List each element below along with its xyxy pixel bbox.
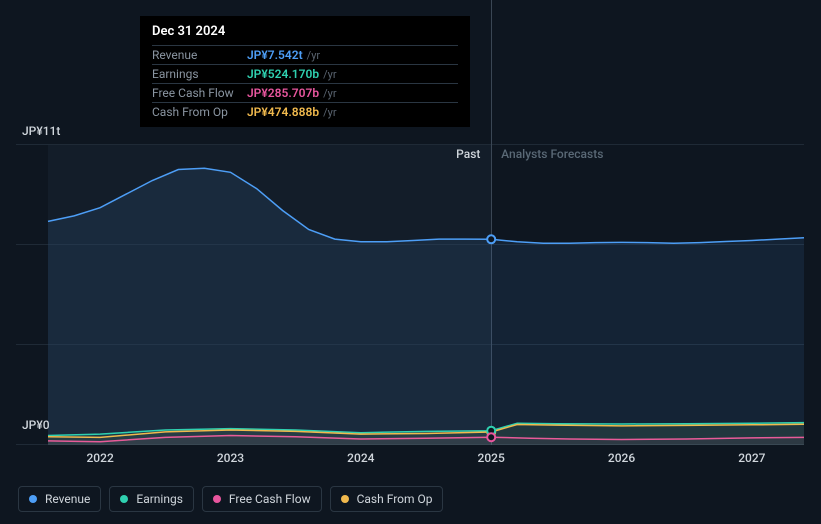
tooltip-row-suffix: /yr — [323, 87, 336, 100]
tooltip-row-value: JP¥474.888b — [247, 105, 319, 119]
legend-item-label: Cash From Op — [357, 492, 433, 506]
plot-area[interactable] — [48, 145, 804, 445]
legend-dot-icon — [120, 495, 128, 503]
tooltip-row-label: Free Cash Flow — [152, 86, 247, 100]
y-axis-label: JP¥0 — [22, 418, 50, 432]
x-axis-label: 2027 — [738, 451, 765, 465]
tooltip-row-value: JP¥524.170b — [247, 67, 319, 81]
y-axis-label: JP¥11t — [22, 124, 60, 138]
tooltip-row-value: JP¥285.707b — [247, 86, 319, 100]
forecast-label: Analysts Forecasts — [501, 147, 603, 161]
legend-item-label: Revenue — [45, 492, 90, 506]
tooltip-row-suffix: /yr — [323, 68, 336, 81]
past-label: Past — [456, 147, 480, 161]
legend-item[interactable]: Earnings — [109, 486, 194, 512]
tooltip-row-label: Revenue — [152, 48, 247, 62]
series-marker — [487, 235, 495, 243]
tooltip-date: Dec 31 2024 — [152, 24, 458, 45]
legend-dot-icon — [213, 495, 221, 503]
financial-chart: Dec 31 2024 RevenueJP¥7.542t/yrEarningsJ… — [0, 0, 821, 524]
legend-item[interactable]: Free Cash Flow — [202, 486, 322, 512]
x-axis-label: 2024 — [347, 451, 374, 465]
x-axis-label: 2026 — [608, 451, 635, 465]
legend-item-label: Free Cash Flow — [229, 492, 311, 506]
x-axis-label: 2022 — [86, 451, 113, 465]
tooltip-row: Free Cash FlowJP¥285.707b/yr — [152, 83, 458, 102]
tooltip-row: RevenueJP¥7.542t/yr — [152, 45, 458, 64]
tooltip-row-suffix: /yr — [323, 106, 336, 119]
legend-dot-icon — [341, 495, 349, 503]
x-axis-label: 2025 — [478, 451, 505, 465]
legend-item-label: Earnings — [136, 492, 183, 506]
legend-item[interactable]: Cash From Op — [330, 486, 444, 512]
legend-item[interactable]: Revenue — [18, 486, 101, 512]
series-marker — [487, 433, 495, 441]
chart-legend: Revenue Earnings Free Cash Flow Cash From O… — [18, 486, 443, 512]
chart-tooltip: Dec 31 2024 RevenueJP¥7.542t/yrEarningsJ… — [140, 16, 470, 127]
legend-dot-icon — [29, 495, 37, 503]
tooltip-row: Cash From OpJP¥474.888b/yr — [152, 102, 458, 121]
tooltip-row-label: Earnings — [152, 67, 247, 81]
x-axis-label: 2023 — [217, 451, 244, 465]
tooltip-row-value: JP¥7.542t — [247, 48, 303, 62]
tooltip-row: EarningsJP¥524.170b/yr — [152, 64, 458, 83]
tooltip-row-label: Cash From Op — [152, 105, 247, 119]
tooltip-row-suffix: /yr — [307, 49, 320, 62]
series-area — [48, 168, 804, 445]
